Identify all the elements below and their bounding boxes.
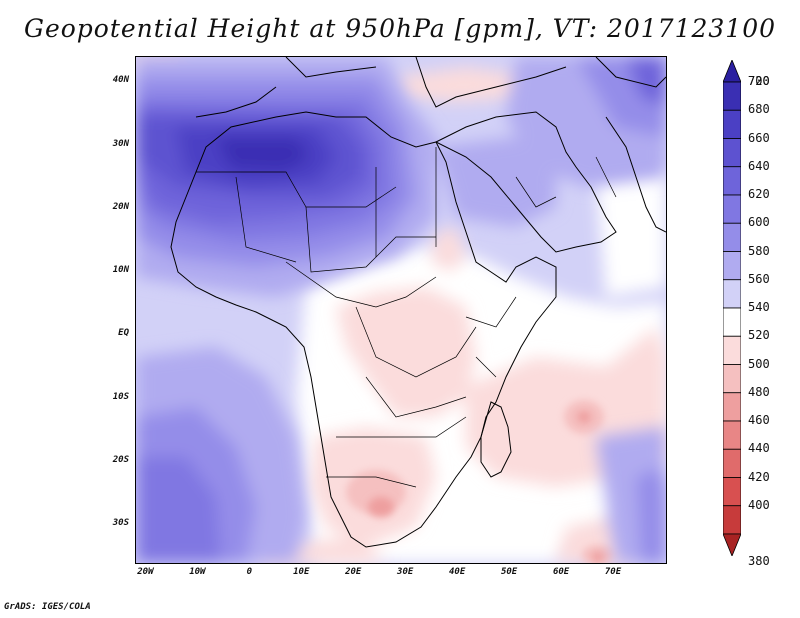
map-plot-area [135,56,667,564]
colorbar-swatch-460 [723,420,741,450]
colorbar-swatch-620 [723,194,741,224]
colorbar-level-label: 400 [748,497,770,512]
colorbar-level-label: 420 [748,469,770,484]
coastlines [170,57,666,548]
lon-tick-label: 70E [604,567,622,577]
colorbar-swatch-540 [723,307,741,337]
colorbar-level-label: 700 [748,74,770,88]
colorbar-level-label: 440 [748,441,770,456]
colorbar-level-label: 540 [748,300,770,314]
lon-tick-label: 0 [246,567,253,577]
colorbar [723,60,741,556]
colorbar-swatch-600 [723,222,741,252]
lon-tick-label: 10W [189,567,206,577]
chart-title: Geopotential Height at 950hPa [gpm], VT:… [23,14,777,43]
lon-tick-label: 20W [137,567,154,577]
colorbar-swatch-660 [723,138,741,168]
colorbar-swatch-380 [723,533,741,556]
lon-tick-label: 40E [449,567,466,577]
lon-tick-label: 30E [397,567,414,577]
field-south-atlantic-high [136,347,666,563]
colorbar-level-label: 660 [748,130,770,145]
lat-tick-label: 30N [112,138,129,149]
colorbar-level-label: 680 [748,102,770,117]
lon-tick-label: 60E [552,567,570,577]
colorbar-swatch-680 [723,109,741,139]
lon-tick-label: 10E [293,567,310,577]
colorbar-level-label: 460 [748,413,770,427]
colorbar-swatch-400 [723,505,741,535]
country-borders [196,147,617,488]
colorbar-level-label: 620 [748,187,770,201]
lat-tick-label: 20N [112,201,129,212]
colorbar-level-label: 560 [748,271,770,286]
colorbar-level-label: 600 [748,215,770,230]
colorbar-swatch-440 [723,448,741,478]
lat-tick-label: 10N [112,265,129,276]
colorbar-swatch-520 [723,335,741,365]
field-480-lows [368,411,604,562]
colorbar-swatch-480 [723,392,741,422]
colorbar-level-label: 480 [748,384,770,399]
colorbar-swatch-560 [723,279,741,309]
lat-tick-label: 40N [112,75,129,86]
colorbar-swatch-420 [723,477,741,507]
colorbar-swatch-640 [723,166,741,196]
field-north-high [136,57,666,297]
colorbar-level-label: 520 [748,328,770,343]
colorbar-swatch-700 [723,81,741,111]
colorbar-level-label: 500 [748,356,770,371]
lon-tick-label: 50E [500,567,518,577]
lon-tick-label: 20E [345,567,362,577]
colorbar-swatch-720 [723,60,741,83]
colorbar-swatch-500 [723,364,741,394]
colorbar-level-label: 640 [748,158,770,173]
lat-tick-label: 20S [112,454,129,465]
colorbar-level-label: 580 [748,243,770,258]
colorbar-level-label: 720 [748,74,770,88]
lat-tick-label: EQ [118,328,129,339]
map-svg [136,57,666,563]
colorbar-level-label: 380 [748,554,770,569]
colorbar-swatch-580 [723,251,741,281]
lat-tick-label: 10S [112,391,129,402]
lat-tick-label: 30S [112,518,129,529]
grads-credit: GrADS: IGES/COLA [4,602,91,612]
